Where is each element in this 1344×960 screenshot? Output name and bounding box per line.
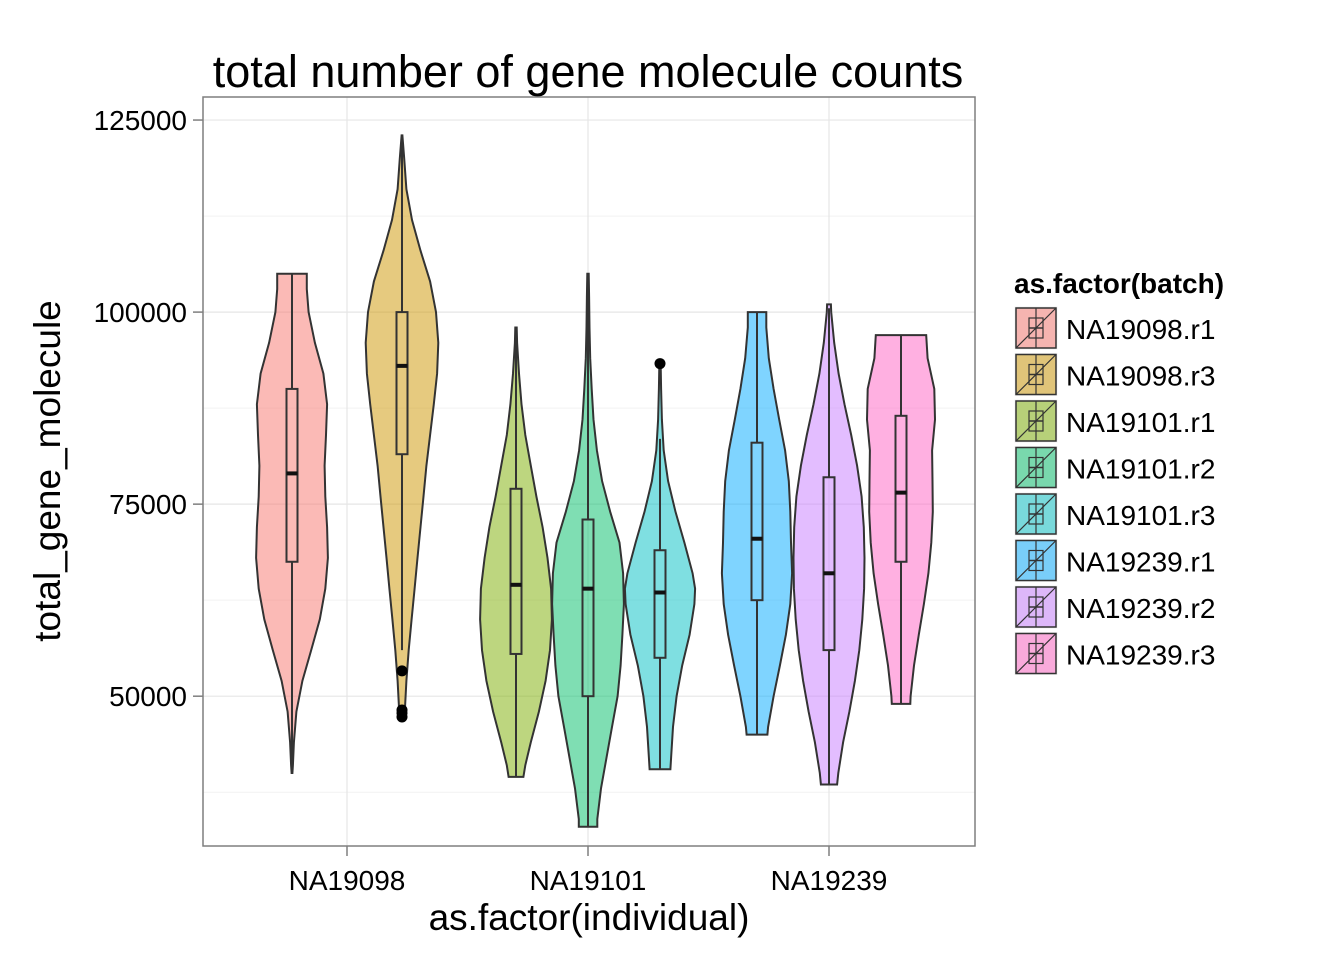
legend-label: NA19098.r1 — [1066, 314, 1215, 345]
legend-key — [1013, 491, 1059, 537]
legend-label: NA19101.r2 — [1066, 454, 1215, 485]
legend-title: as.factor(batch) — [1014, 268, 1224, 299]
y-tick-label: 125000 — [94, 105, 187, 136]
legend-key — [1013, 584, 1059, 630]
legend-label: NA19101.r1 — [1066, 407, 1215, 438]
violins — [255, 134, 937, 828]
violin-NA19101.r1 — [479, 326, 553, 778]
y-tick-label: 50000 — [109, 681, 187, 712]
legend-key — [1013, 538, 1059, 583]
outlier-point — [396, 711, 408, 723]
violin-NA19239.r1 — [720, 311, 794, 736]
y-axis-title: total_gene_molecule — [27, 300, 68, 641]
violin-NA19101.r2 — [551, 272, 625, 828]
violin-NA19098.r3 — [364, 134, 440, 721]
box-NA19101.r2 — [581, 518, 595, 698]
legend-label: NA19239.r3 — [1066, 640, 1215, 671]
legend-key — [1013, 352, 1059, 397]
legend-label: NA19101.r3 — [1066, 500, 1215, 531]
x-axis: NA19098 NA19101 NA19239 — [289, 846, 888, 896]
violin-NA19239.r2 — [792, 303, 866, 786]
legend-label: NA19239.r2 — [1066, 593, 1215, 624]
legend-key — [1013, 305, 1059, 351]
y-axis: 50000 75000 100000 125000 — [94, 105, 203, 712]
violin-NA19098.r1 — [255, 272, 329, 774]
legend-label: NA19098.r3 — [1066, 361, 1215, 392]
y-tick-label: 75000 — [109, 489, 187, 520]
x-axis-title: as.factor(individual) — [429, 897, 750, 938]
box-NA19239.r2 — [822, 476, 836, 652]
legend-key — [1013, 631, 1059, 676]
box-NA19239.r3 — [894, 414, 908, 563]
plot-border — [202, 96, 976, 847]
box-NA19101.r3 — [653, 549, 667, 659]
x-tick-label: NA19101 — [530, 865, 647, 896]
chart-title: total number of gene molecule counts — [213, 46, 963, 97]
outlier-point — [396, 665, 408, 677]
box-NA19101.r1 — [509, 487, 523, 655]
x-tick-label: NA19239 — [771, 865, 888, 896]
legend: as.factor(batch) NA19098.r1 NA19098.r3 NA1… — [1013, 268, 1224, 676]
legend-label: NA19239.r1 — [1066, 547, 1215, 578]
violin-NA19239.r3 — [865, 334, 937, 705]
legend-key — [1013, 445, 1059, 490]
outlier-point — [654, 358, 666, 370]
legend-key — [1013, 398, 1059, 444]
x-tick-label: NA19098 — [289, 865, 406, 896]
y-tick-label: 100000 — [94, 297, 187, 328]
box-NA19098.r3 — [395, 311, 409, 456]
box-NA19239.r1 — [750, 441, 764, 602]
